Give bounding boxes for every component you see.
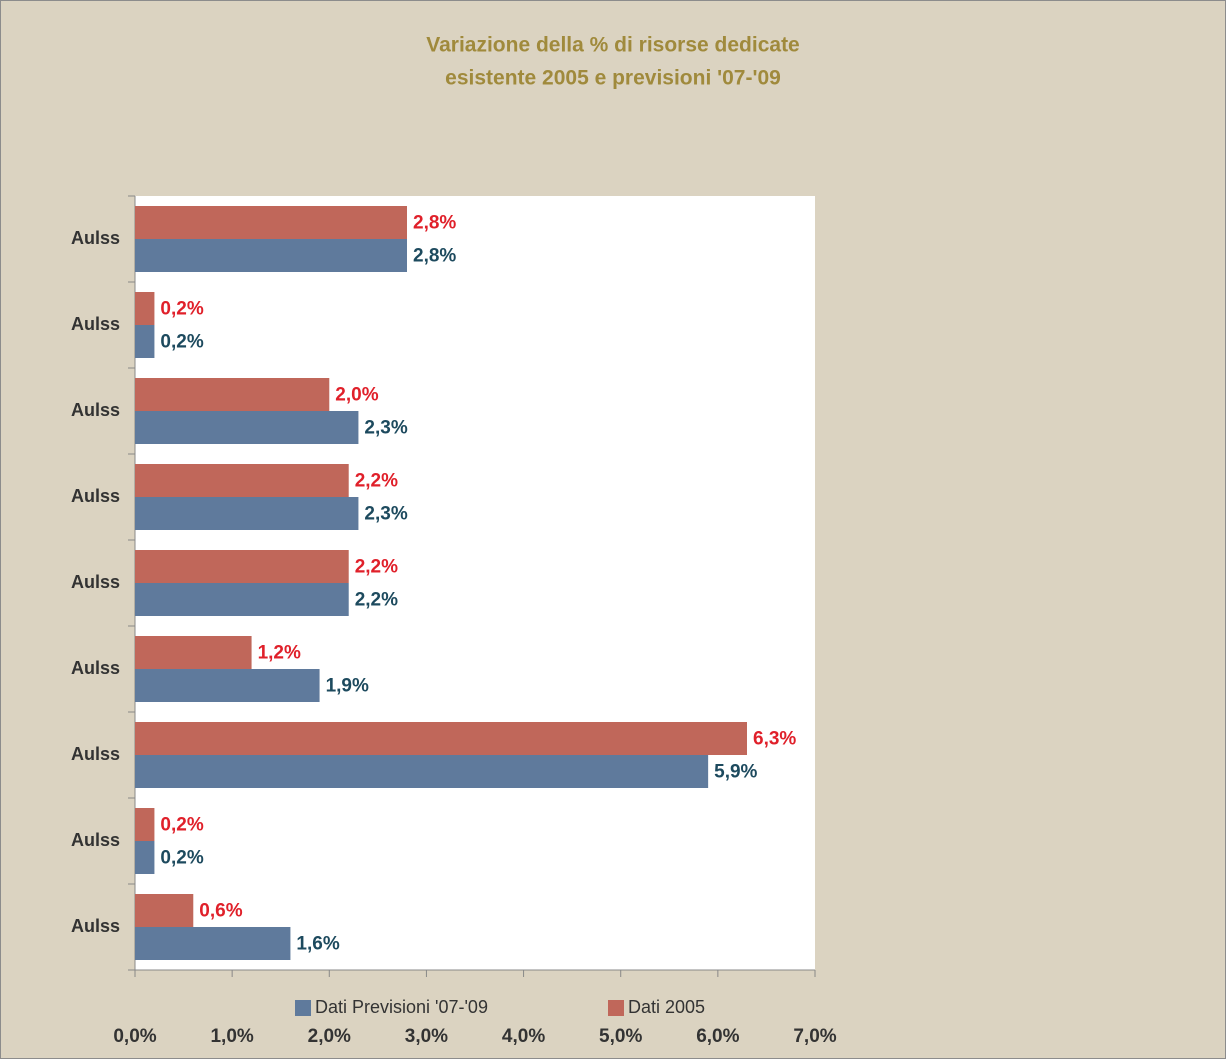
value-label: 1,9% xyxy=(326,676,369,697)
legend-label: Dati 2005 xyxy=(628,997,705,1017)
bar xyxy=(135,206,407,239)
chart-title: Variazione della % di risorse dedicate xyxy=(426,34,800,57)
value-label: 2,3% xyxy=(364,504,407,525)
bar xyxy=(135,325,155,358)
x-tick-label: 4,0% xyxy=(502,1026,545,1047)
legend-swatch xyxy=(295,1000,311,1016)
value-label: 1,2% xyxy=(258,643,301,664)
bar xyxy=(135,841,155,874)
value-label: 2,8% xyxy=(413,213,456,234)
y-tick-label: Aulss xyxy=(71,228,120,248)
x-tick-label: 0,0% xyxy=(113,1026,156,1047)
bar xyxy=(135,894,194,927)
value-label: 0,2% xyxy=(160,848,203,869)
bar xyxy=(135,378,330,411)
bar xyxy=(135,292,155,325)
value-label: 0,2% xyxy=(160,299,203,320)
bar xyxy=(135,239,407,272)
legend-label: Dati Previsioni '07-'09 xyxy=(315,997,488,1017)
y-tick-label: Aulss xyxy=(71,830,120,850)
value-label: 2,3% xyxy=(364,418,407,439)
bar xyxy=(135,411,359,444)
x-tick-label: 2,0% xyxy=(308,1026,351,1047)
value-label: 0,2% xyxy=(160,332,203,353)
bar xyxy=(135,636,252,669)
y-tick-label: Aulss xyxy=(71,314,120,334)
x-tick-label: 7,0% xyxy=(793,1026,836,1047)
value-label: 1,6% xyxy=(296,934,339,955)
bar xyxy=(135,669,320,702)
value-label: 2,2% xyxy=(355,471,398,492)
bar xyxy=(135,927,291,960)
value-label: 0,6% xyxy=(199,901,242,922)
bar xyxy=(135,464,349,497)
value-label: 2,2% xyxy=(355,590,398,611)
bar xyxy=(135,722,747,755)
x-tick-label: 5,0% xyxy=(599,1026,642,1047)
legend-swatch xyxy=(608,1000,624,1016)
y-tick-label: Aulss xyxy=(71,572,120,592)
value-label: 2,8% xyxy=(413,246,456,267)
value-label: 6,3% xyxy=(753,729,796,750)
value-label: 5,9% xyxy=(714,762,757,783)
value-label: 0,2% xyxy=(160,815,203,836)
y-tick-label: Aulss xyxy=(71,658,120,678)
bar xyxy=(135,755,709,788)
bar xyxy=(135,808,155,841)
bar xyxy=(135,550,349,583)
bar xyxy=(135,497,359,530)
bar xyxy=(135,583,349,616)
y-tick-label: Aulss xyxy=(71,744,120,764)
x-tick-label: 6,0% xyxy=(696,1026,739,1047)
y-tick-label: Aulss xyxy=(71,486,120,506)
x-tick-label: 3,0% xyxy=(405,1026,448,1047)
value-label: 2,0% xyxy=(335,385,378,406)
x-tick-label: 1,0% xyxy=(210,1026,253,1047)
chart-title: esistente 2005 e previsioni '07-'09 xyxy=(445,67,781,90)
value-label: 2,2% xyxy=(355,557,398,578)
y-tick-label: Aulss xyxy=(71,400,120,420)
y-tick-label: Aulss xyxy=(71,916,120,936)
